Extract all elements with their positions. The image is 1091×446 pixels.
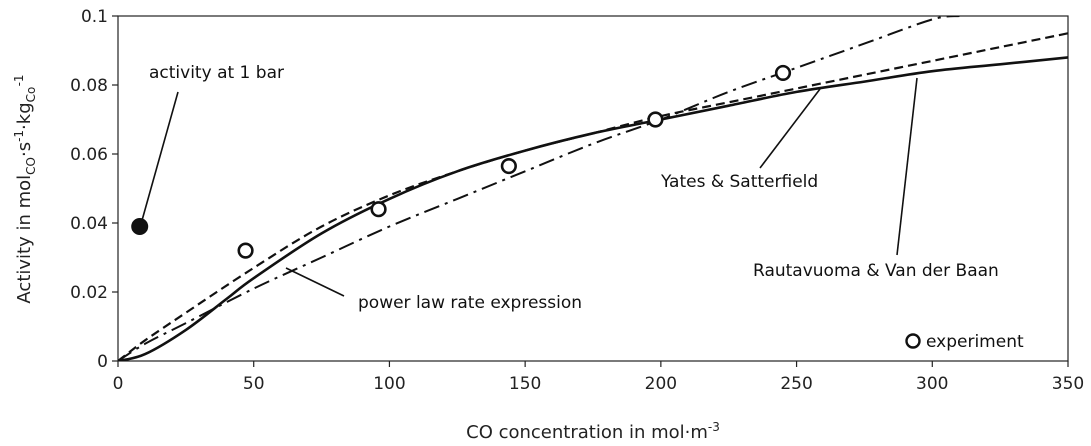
leader-one-bar bbox=[140, 91, 179, 225]
y-tick-labels: 0 0.02 0.04 0.06 0.08 0.1 bbox=[70, 7, 108, 372]
y-tick-label: 0.1 bbox=[81, 7, 108, 27]
y-tick-label: 0.02 bbox=[70, 283, 108, 303]
annotation-yates: Yates & Satterfield bbox=[660, 172, 818, 192]
annotation-one-bar: activity at 1 bar bbox=[149, 63, 284, 83]
y-tick-label: 0.04 bbox=[70, 214, 108, 234]
x-axis-title: CO concentration in mol·m-3 bbox=[466, 420, 720, 443]
plot-frame bbox=[117, 15, 1069, 362]
experiment-point bbox=[774, 64, 792, 82]
series-group bbox=[118, 16, 1068, 361]
x-tick-label: 300 bbox=[916, 374, 948, 394]
experiment-point bbox=[500, 157, 517, 175]
x-tick-labels: 0 50 100 150 200 250 300 350 bbox=[113, 374, 1085, 394]
experiment-point bbox=[237, 242, 254, 259]
x-tick-label: 200 bbox=[645, 374, 677, 394]
x-tick-label: 150 bbox=[509, 374, 541, 394]
annotation-rautavuoma: Rautavuoma & Van der Baan bbox=[753, 261, 999, 281]
leader-rautavuoma bbox=[896, 77, 918, 256]
leader-power-law bbox=[285, 267, 345, 297]
y-tick-label: 0.08 bbox=[70, 76, 108, 96]
x-tick-label: 350 bbox=[1052, 374, 1084, 394]
x-tick-label: 250 bbox=[780, 374, 812, 394]
annotation-power-law: power law rate expression bbox=[358, 293, 582, 313]
one-bar-point bbox=[131, 217, 149, 235]
experiment-points bbox=[131, 64, 792, 259]
legend-label-experiment: experiment bbox=[926, 332, 1024, 352]
experiment-point bbox=[647, 111, 664, 128]
leader-yates bbox=[759, 88, 821, 169]
series-line-solid bbox=[118, 56, 1068, 361]
x-tick-label: 0 bbox=[113, 374, 124, 394]
x-tick-label: 50 bbox=[243, 374, 265, 394]
x-tick-label: 100 bbox=[373, 374, 405, 394]
series-line-dashdot bbox=[118, 16, 960, 361]
experiment-point bbox=[370, 201, 387, 218]
annotation-leaders bbox=[140, 77, 918, 297]
tick-marks bbox=[112, 15, 1069, 367]
series-line-dashed bbox=[118, 32, 1068, 361]
y-axis-title: Activity in molCO·s-1·kgCo-1 bbox=[12, 74, 38, 303]
legend-marker-experiment bbox=[905, 333, 921, 349]
y-tick-label: 0.06 bbox=[70, 145, 108, 165]
y-tick-label: 0 bbox=[97, 352, 108, 372]
